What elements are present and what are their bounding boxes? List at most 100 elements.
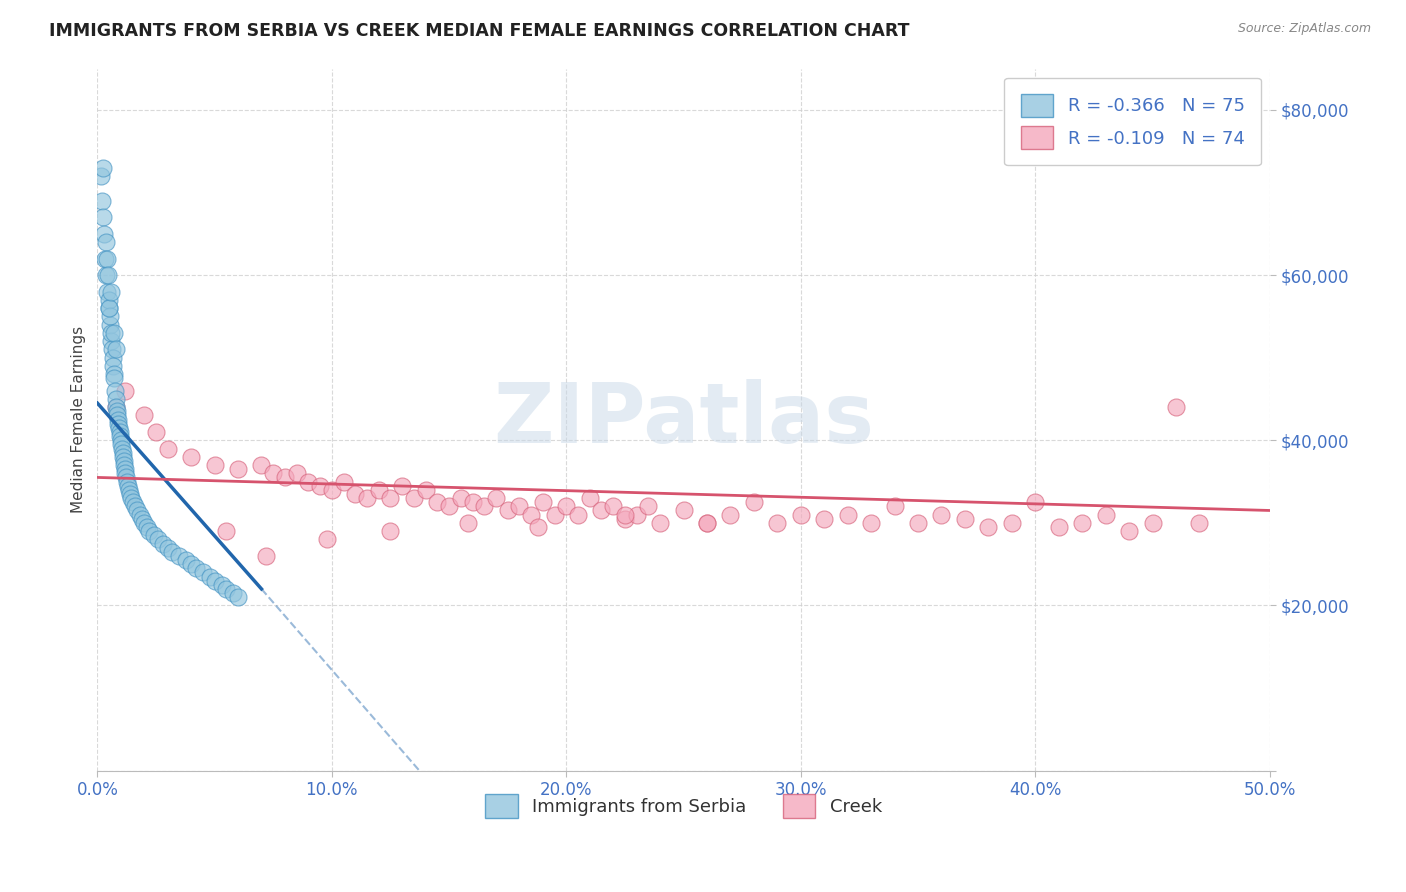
- Point: [931, 508, 953, 522]
- Point: [180, 450, 202, 464]
- Point: [191, 566, 214, 580]
- Point: [142, 528, 165, 542]
- Point: [297, 475, 319, 489]
- Point: [117, 478, 139, 492]
- Point: [105, 343, 128, 357]
- Point: [426, 495, 449, 509]
- Point: [813, 512, 835, 526]
- Point: [637, 500, 659, 514]
- Point: [103, 367, 125, 381]
- Point: [105, 404, 128, 418]
- Point: [98, 310, 121, 324]
- Point: [118, 483, 141, 497]
- Point: [766, 516, 789, 530]
- Point: [104, 392, 127, 406]
- Point: [96, 268, 118, 282]
- Point: [285, 467, 308, 481]
- Point: [110, 429, 132, 443]
- Point: [105, 401, 128, 415]
- Point: [380, 524, 402, 538]
- Point: [98, 301, 121, 315]
- Point: [91, 211, 114, 225]
- Point: [97, 301, 120, 315]
- Point: [555, 500, 578, 514]
- Point: [100, 285, 122, 299]
- Point: [107, 412, 129, 426]
- Point: [131, 512, 153, 526]
- Point: [156, 541, 179, 555]
- Point: [152, 536, 174, 550]
- Point: [496, 503, 519, 517]
- Point: [104, 384, 127, 398]
- Point: [120, 487, 142, 501]
- Point: [101, 351, 124, 365]
- Point: [309, 478, 332, 492]
- Point: [134, 516, 156, 530]
- Point: [437, 500, 460, 514]
- Point: [790, 508, 813, 522]
- Point: [112, 454, 135, 468]
- Point: [100, 326, 122, 340]
- Point: [148, 533, 170, 547]
- Point: [204, 458, 226, 472]
- Point: [108, 425, 131, 439]
- Point: [742, 495, 765, 509]
- Point: [1024, 495, 1046, 509]
- Point: [100, 334, 122, 348]
- Point: [450, 491, 472, 505]
- Y-axis label: Median Female Earnings: Median Female Earnings: [72, 326, 86, 513]
- Point: [1118, 524, 1140, 538]
- Point: [321, 483, 343, 497]
- Point: [105, 409, 128, 423]
- Point: [883, 500, 905, 514]
- Point: [316, 533, 339, 547]
- Point: [226, 591, 249, 605]
- Point: [204, 574, 226, 588]
- Point: [1142, 516, 1164, 530]
- Point: [105, 401, 128, 415]
- Point: [107, 417, 129, 431]
- Point: [485, 491, 508, 505]
- Point: [567, 508, 589, 522]
- Point: [613, 512, 636, 526]
- Point: [977, 520, 1000, 534]
- Point: [648, 516, 671, 530]
- Point: [93, 227, 115, 241]
- Point: [94, 252, 117, 266]
- Text: Source: ZipAtlas.com: Source: ZipAtlas.com: [1237, 22, 1371, 36]
- Point: [672, 503, 695, 517]
- Point: [367, 483, 389, 497]
- Point: [380, 491, 402, 505]
- Point: [91, 161, 114, 175]
- Point: [112, 450, 135, 464]
- Point: [613, 508, 636, 522]
- Point: [120, 491, 142, 505]
- Point: [472, 500, 495, 514]
- Point: [1001, 516, 1024, 530]
- Point: [215, 524, 238, 538]
- Point: [124, 500, 146, 514]
- Point: [98, 318, 121, 332]
- Point: [1071, 516, 1094, 530]
- Legend: Immigrants from Serbia, Creek: Immigrants from Serbia, Creek: [478, 788, 889, 825]
- Point: [94, 235, 117, 249]
- Point: [114, 467, 136, 481]
- Point: [135, 520, 157, 534]
- Point: [96, 252, 118, 266]
- Point: [274, 470, 297, 484]
- Point: [90, 169, 112, 183]
- Point: [332, 475, 354, 489]
- Point: [108, 421, 131, 435]
- Point: [134, 409, 156, 423]
- Point: [198, 569, 221, 583]
- Point: [1047, 520, 1070, 534]
- Point: [103, 359, 125, 373]
- Point: [97, 268, 120, 282]
- Point: [110, 437, 132, 451]
- Point: [250, 458, 273, 472]
- Point: [578, 491, 600, 505]
- Point: [860, 516, 883, 530]
- Point: [215, 582, 238, 596]
- Point: [145, 425, 167, 439]
- Point: [602, 500, 624, 514]
